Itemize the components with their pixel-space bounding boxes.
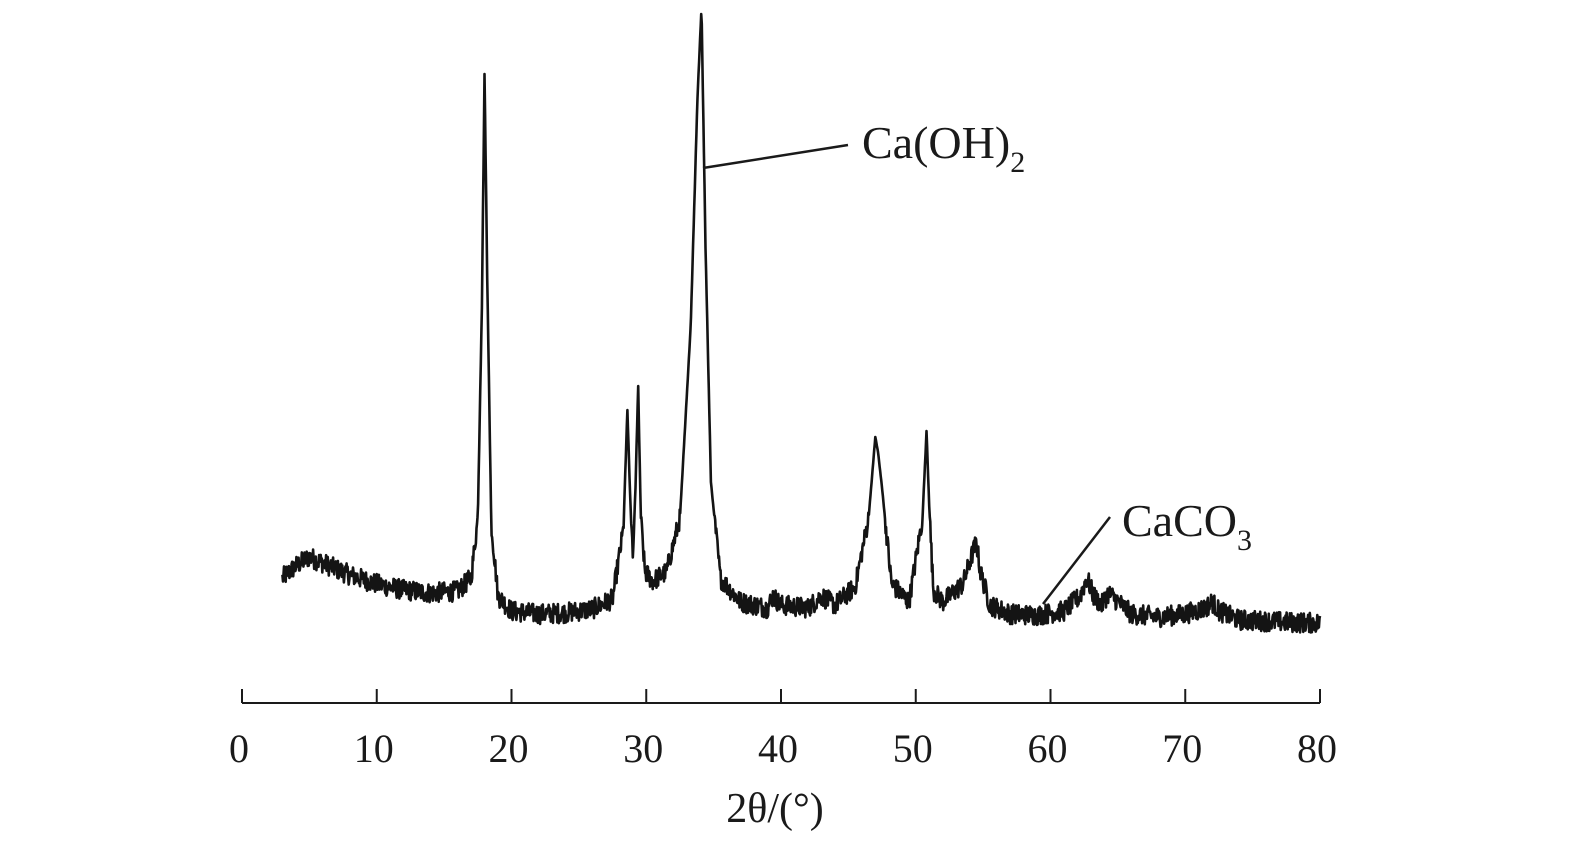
annotation-caco3-leader [1042,516,1111,605]
x-axis: 0 10 20 30 40 50 60 70 80 [229,689,1337,771]
x-tick-label: 30 [623,726,663,771]
x-tick-label: 40 [758,726,798,771]
x-tick-label: 80 [1297,726,1337,771]
annotation-caoh2: Ca(OH)2 [862,117,1025,179]
x-tick-label: 50 [893,726,933,771]
plot-area [281,12,1322,634]
x-axis-title: 2θ/(°) [726,786,824,832]
x-tick-label: 60 [1028,726,1068,771]
annotation-caco3: CaCO3 [1122,495,1252,557]
annotations: Ca(OH)2 CaCO3 [702,117,1252,605]
x-tick-label: 20 [489,726,529,771]
xrd-pattern-line [281,12,1322,634]
x-tick-label: 70 [1162,726,1202,771]
x-tick-label: 0 [229,726,249,771]
annotation-caoh2-leader [702,143,849,170]
x-tick-label: 10 [354,726,394,771]
